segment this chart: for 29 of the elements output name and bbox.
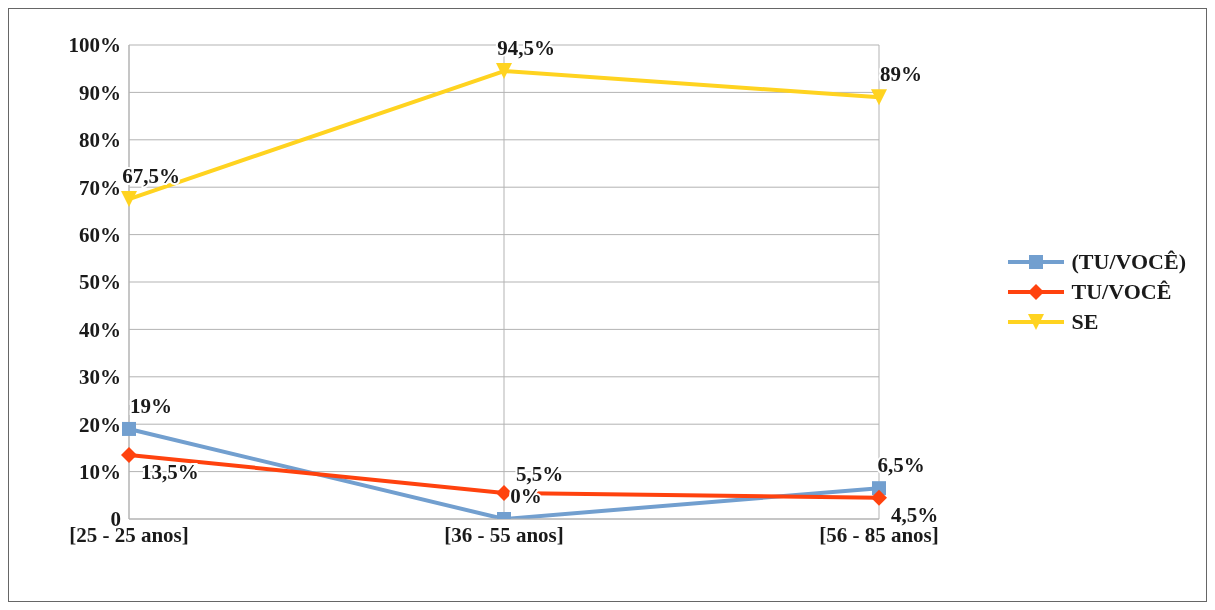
y-tick-label: 10% (79, 460, 121, 485)
y-tick-label: 50% (79, 270, 121, 295)
y-tick-label: 20% (79, 412, 121, 437)
point (496, 484, 512, 501)
data-label: 5,5% (516, 461, 564, 486)
y-tick-label: 60% (79, 223, 121, 248)
point (871, 89, 887, 106)
data-label: 6,5% (877, 453, 925, 478)
data-label: 89% (880, 62, 922, 87)
legend-label: SE (1071, 309, 1099, 335)
data-label: 13,5% (141, 460, 199, 485)
y-tick-label: 100% (68, 33, 121, 58)
point (496, 63, 512, 80)
y-tick-label: 30% (79, 365, 121, 390)
point (122, 421, 136, 436)
x-tick-label: [36 - 55 anos] (444, 522, 564, 547)
data-label: 67,5% (122, 164, 180, 189)
y-tick-label: 80% (79, 128, 121, 153)
y-tick-label: 70% (79, 175, 121, 200)
y-tick-label: 40% (79, 317, 121, 342)
legend-label: TU/VOCÊ (1071, 279, 1172, 305)
point (871, 489, 887, 506)
legend-label: (TU/VOCÊ) (1071, 249, 1186, 275)
point (121, 447, 137, 464)
y-tick-label: 90% (79, 80, 121, 105)
data-label: 94,5% (497, 36, 555, 61)
data-label: 4,5% (891, 502, 939, 527)
data-label: 19% (130, 393, 172, 418)
point (121, 191, 137, 208)
